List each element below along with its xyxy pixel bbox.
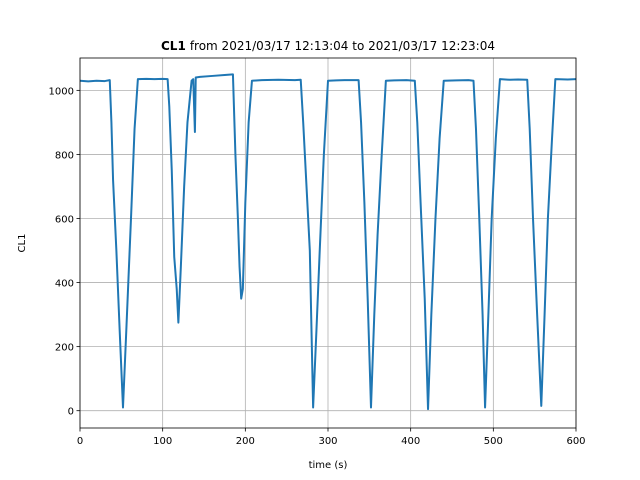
chart-title: CL1 from 2021/03/17 12:13:04 to 2021/03/1… xyxy=(161,39,495,53)
title-bold: CL1 xyxy=(161,39,186,53)
data-line xyxy=(79,73,577,411)
x-tick-label: 600 xyxy=(566,436,585,447)
plot-frame xyxy=(79,57,577,429)
y-tick-label: 800 xyxy=(55,150,74,161)
x-tick-label: 500 xyxy=(484,436,503,447)
x-tick-label: 100 xyxy=(153,436,172,447)
y-tick-label: 0 xyxy=(68,407,74,418)
x-axis-label: time (s) xyxy=(309,460,348,471)
x-tick-label: 0 xyxy=(77,436,83,447)
x-tick-label: 300 xyxy=(318,436,337,447)
y-tick-label: 600 xyxy=(55,214,74,225)
y-axis-label: CL1 xyxy=(17,234,28,253)
y-tick-label: 400 xyxy=(55,279,74,290)
y-tick-label: 200 xyxy=(55,343,74,354)
y-tick-label: 1000 xyxy=(49,86,74,97)
title-text: from 2021/03/17 12:13:04 to 2021/03/17 1… xyxy=(190,39,495,53)
x-tick-label: 200 xyxy=(236,436,255,447)
x-tick-label: 400 xyxy=(401,436,420,447)
